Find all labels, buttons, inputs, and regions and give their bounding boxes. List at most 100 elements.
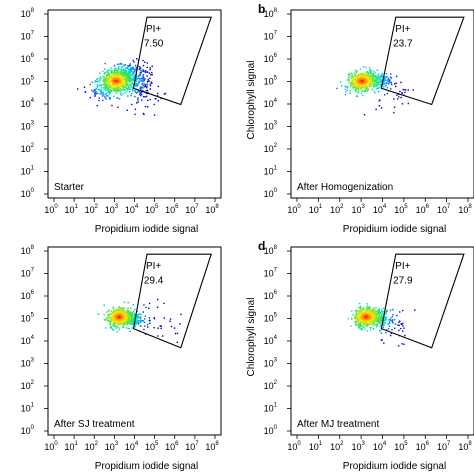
event-point	[104, 80, 106, 82]
event-point	[124, 78, 126, 80]
event-point	[126, 323, 128, 326]
x-tick-label: 108	[458, 441, 472, 452]
event-point	[125, 78, 127, 80]
event-point	[366, 325, 368, 327]
event-point	[371, 77, 373, 79]
event-point	[117, 63, 120, 65]
event-point	[147, 326, 149, 328]
event-point	[361, 309, 363, 311]
event-point	[359, 74, 361, 76]
event-point	[117, 320, 119, 322]
event-point	[358, 313, 360, 315]
x-axis-label: Propidium iodide signal	[95, 224, 198, 235]
y-tick-label: 107	[21, 268, 35, 279]
event-point	[133, 78, 135, 80]
event-point	[377, 84, 379, 86]
event-point	[366, 315, 368, 317]
event-point	[157, 327, 159, 329]
event-point	[109, 327, 111, 329]
event-point	[135, 323, 137, 325]
event-point	[118, 312, 120, 314]
event-point	[366, 77, 368, 79]
event-point	[143, 321, 146, 324]
event-point	[360, 86, 362, 88]
event-point	[143, 304, 145, 306]
event-point	[135, 92, 138, 94]
event-point	[380, 74, 383, 76]
event-point	[367, 308, 370, 310]
event-point	[388, 321, 391, 323]
event-point	[364, 321, 366, 323]
event-point	[111, 311, 114, 313]
x-tick-label: 108	[205, 204, 219, 215]
event-point	[132, 90, 134, 92]
event-point	[108, 93, 110, 95]
event-point	[362, 321, 365, 324]
x-tick-label: 105	[394, 441, 408, 452]
event-point	[107, 90, 109, 92]
event-point	[377, 73, 380, 75]
event-point	[350, 77, 352, 79]
event-point	[116, 72, 118, 74]
event-point	[116, 74, 118, 76]
event-point	[398, 329, 400, 332]
event-point	[378, 78, 381, 80]
event-point	[140, 77, 142, 80]
event-point	[139, 316, 141, 318]
event-point	[391, 319, 394, 321]
event-point	[123, 320, 125, 322]
event-point	[387, 83, 390, 85]
event-point	[402, 88, 404, 91]
event-point	[358, 80, 360, 83]
event-point	[355, 312, 358, 314]
event-point	[363, 114, 366, 116]
event-point	[174, 332, 177, 335]
event-point	[114, 67, 116, 70]
event-point	[139, 93, 141, 95]
event-point	[131, 314, 133, 316]
event-point	[131, 319, 133, 322]
event-point	[132, 319, 134, 321]
event-point	[364, 315, 366, 318]
y-tick-label: 105	[264, 313, 278, 324]
event-point	[368, 79, 370, 82]
event-point	[115, 320, 117, 322]
event-point	[163, 317, 165, 319]
event-point	[128, 315, 131, 317]
event-point	[359, 73, 361, 75]
event-point	[351, 75, 353, 78]
y-tick-label: 100	[21, 188, 35, 199]
event-point	[117, 80, 120, 83]
event-point	[112, 72, 114, 74]
event-point	[107, 72, 109, 74]
event-point	[126, 75, 128, 77]
event-point	[130, 80, 132, 82]
event-point	[137, 101, 139, 103]
event-point	[363, 317, 365, 319]
event-point	[383, 342, 385, 344]
event-point	[127, 327, 129, 329]
event-point	[357, 89, 360, 91]
event-point	[121, 66, 123, 68]
event-point	[107, 69, 109, 72]
event-point	[112, 319, 114, 322]
event-point	[120, 69, 123, 71]
event-point	[134, 74, 136, 77]
event-point	[388, 319, 390, 321]
event-point	[112, 306, 115, 308]
event-point	[99, 76, 102, 78]
event-point	[109, 322, 111, 324]
event-point	[129, 69, 131, 71]
event-point	[384, 315, 386, 318]
event-point	[357, 325, 359, 327]
event-point	[366, 305, 368, 307]
event-point	[378, 100, 380, 102]
event-point	[140, 316, 142, 318]
event-point	[379, 316, 382, 319]
event-point	[361, 307, 363, 310]
event-point	[360, 75, 362, 77]
event-point	[349, 85, 352, 88]
event-point	[142, 69, 144, 71]
event-point	[129, 80, 131, 83]
event-point	[119, 322, 121, 325]
